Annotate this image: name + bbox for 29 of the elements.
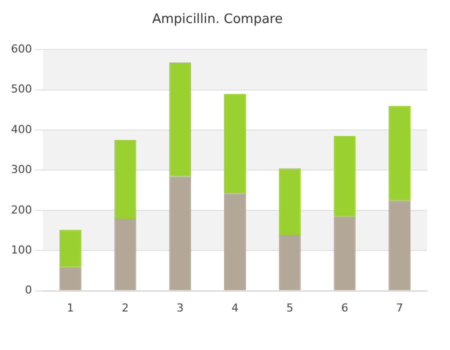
bar [224,193,246,290]
bar [278,234,301,290]
bar [169,62,192,176]
x-tick-label: 5 [286,301,294,314]
x-tick-label: 4 [232,301,238,314]
y-tick-label: 200 [10,203,32,216]
y-tick-label: 0 [24,284,32,297]
y-tick-label: 500 [10,82,32,96]
bar [334,136,356,216]
bar [224,94,246,194]
bar [278,168,301,235]
bar [169,176,192,290]
bar [388,106,411,200]
y-tick-label: 600 [10,42,32,56]
x-tick-label: 1 [66,301,74,314]
bar [59,266,82,290]
y-tick-label: 400 [10,122,32,136]
y-tick-label: 300 [10,163,32,176]
bar [114,218,136,290]
x-tick-label: 3 [176,301,184,314]
x-tick-label: 6 [341,301,348,314]
bar [388,200,411,290]
x-tick-label: 7 [396,301,404,314]
bar [59,230,82,267]
x-tick-label: 2 [122,301,129,314]
y-tick-label: 100 [10,243,32,256]
bar [114,140,136,218]
bar [334,216,356,290]
chart-title: Ampicillin. Compare [152,12,283,28]
